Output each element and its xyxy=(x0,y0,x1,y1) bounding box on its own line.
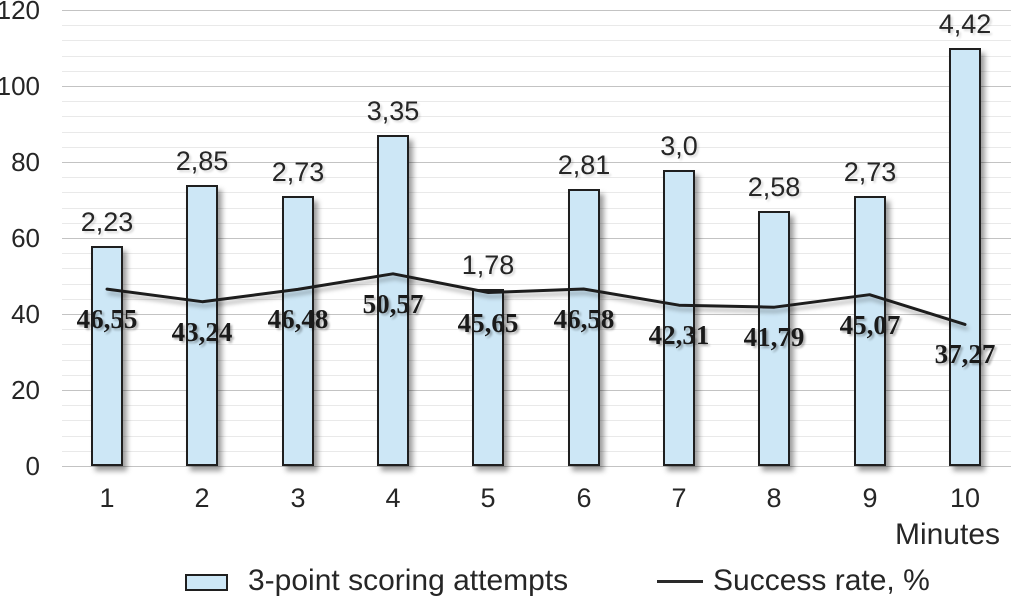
minor-gridline xyxy=(62,177,1011,178)
bar-data-label: 2,73 xyxy=(271,157,325,187)
x-axis-tick-label: 5 xyxy=(480,483,496,513)
success-rate-polyline xyxy=(105,272,967,326)
x-axis-tick-label: 6 xyxy=(576,483,592,513)
bar-minute-1 xyxy=(91,246,123,466)
minor-gridline xyxy=(62,132,1011,133)
bar-minute-5 xyxy=(472,289,504,466)
minor-gridline xyxy=(62,284,1011,285)
bar-minute-10 xyxy=(949,48,981,466)
bar-minute-7 xyxy=(663,170,695,466)
minor-gridline xyxy=(62,71,1011,72)
y-axis-tick-label: 20 xyxy=(11,375,40,405)
minor-gridline xyxy=(62,451,1011,452)
bar-minute-4 xyxy=(377,135,409,466)
bar-minute-3 xyxy=(282,196,314,466)
legend-line-label: Success rate, % xyxy=(713,564,930,597)
line-data-label: 37,27 xyxy=(934,339,996,369)
bar-minute-9 xyxy=(854,196,886,466)
line-data-label: 50,57 xyxy=(362,289,424,319)
line-data-label: 45,65 xyxy=(457,308,519,338)
bar-minute-6 xyxy=(568,189,600,466)
line-data-label: 46,48 xyxy=(267,304,329,334)
legend-line-swatch-icon xyxy=(657,580,703,583)
minor-gridline xyxy=(62,208,1011,209)
major-gridline xyxy=(62,314,1011,315)
minor-gridline xyxy=(62,192,1011,193)
y-axis-tick-label: 60 xyxy=(11,223,40,253)
minor-gridline xyxy=(62,25,1011,26)
bar-data-label: 2,58 xyxy=(747,172,801,202)
minor-gridline xyxy=(62,375,1011,376)
y-axis-tick-label: 40 xyxy=(11,299,40,329)
minor-gridline xyxy=(62,436,1011,437)
line-data-label: 46,58 xyxy=(553,304,615,334)
minor-gridline xyxy=(62,420,1011,421)
minor-gridline xyxy=(62,101,1011,102)
line-data-label: 45,07 xyxy=(839,310,901,340)
major-gridline xyxy=(62,162,1011,163)
minor-gridline xyxy=(62,253,1011,254)
x-axis-tick-label: 1 xyxy=(99,483,115,513)
bar-minute-8 xyxy=(758,211,790,466)
minor-gridline xyxy=(62,344,1011,345)
minor-gridline xyxy=(62,147,1011,148)
line-data-label: 43,24 xyxy=(171,317,233,347)
line-data-label: 41,79 xyxy=(743,322,805,352)
bar-data-label: 3,35 xyxy=(366,96,420,126)
bar-data-label: 4,42 xyxy=(938,9,992,39)
major-gridline xyxy=(62,466,1011,467)
minor-gridline xyxy=(62,223,1011,224)
x-axis-tick-label: 9 xyxy=(862,483,878,513)
major-gridline xyxy=(62,86,1011,87)
y-axis-tick-label: 100 xyxy=(0,71,40,101)
minor-gridline xyxy=(62,329,1011,330)
bar-data-label: 1,78 xyxy=(461,250,515,280)
bar-data-label: 2,73 xyxy=(843,157,897,187)
x-axis-tick-label: 10 xyxy=(949,483,981,513)
line-data-label: 42,31 xyxy=(648,320,710,350)
x-axis-tick-label: 8 xyxy=(766,483,782,513)
y-axis-tick-label: 0 xyxy=(25,451,40,481)
minor-gridline xyxy=(62,116,1011,117)
bar-data-label: 2,85 xyxy=(175,146,229,176)
bar-data-label: 2,23 xyxy=(80,207,134,237)
bar-minute-2 xyxy=(186,185,218,466)
minor-gridline xyxy=(62,360,1011,361)
y-axis-tick-label: 80 xyxy=(11,147,40,177)
line-data-label: 46,55 xyxy=(76,304,138,334)
bar-data-label: 3,0 xyxy=(660,131,698,161)
minor-gridline xyxy=(62,299,1011,300)
minor-gridline xyxy=(62,40,1011,41)
minor-gridline xyxy=(62,56,1011,57)
legend-bar-swatch-icon xyxy=(185,574,228,591)
minor-gridline xyxy=(62,268,1011,269)
major-gridline xyxy=(62,390,1011,391)
major-gridline xyxy=(62,238,1011,239)
legend-bar-label: 3-point scoring attempts xyxy=(248,564,569,597)
x-axis-tick-label: 4 xyxy=(385,483,401,513)
x-axis-tick-label: 7 xyxy=(671,483,687,513)
bar-data-label: 2,81 xyxy=(557,150,611,180)
x-axis-title: Minutes xyxy=(894,518,1000,551)
y-axis-tick-label: 120 xyxy=(0,0,40,25)
major-gridline xyxy=(62,10,1011,11)
x-axis-tick-label: 3 xyxy=(290,483,306,513)
minor-gridline xyxy=(62,405,1011,406)
x-axis-tick-label: 2 xyxy=(194,483,210,513)
